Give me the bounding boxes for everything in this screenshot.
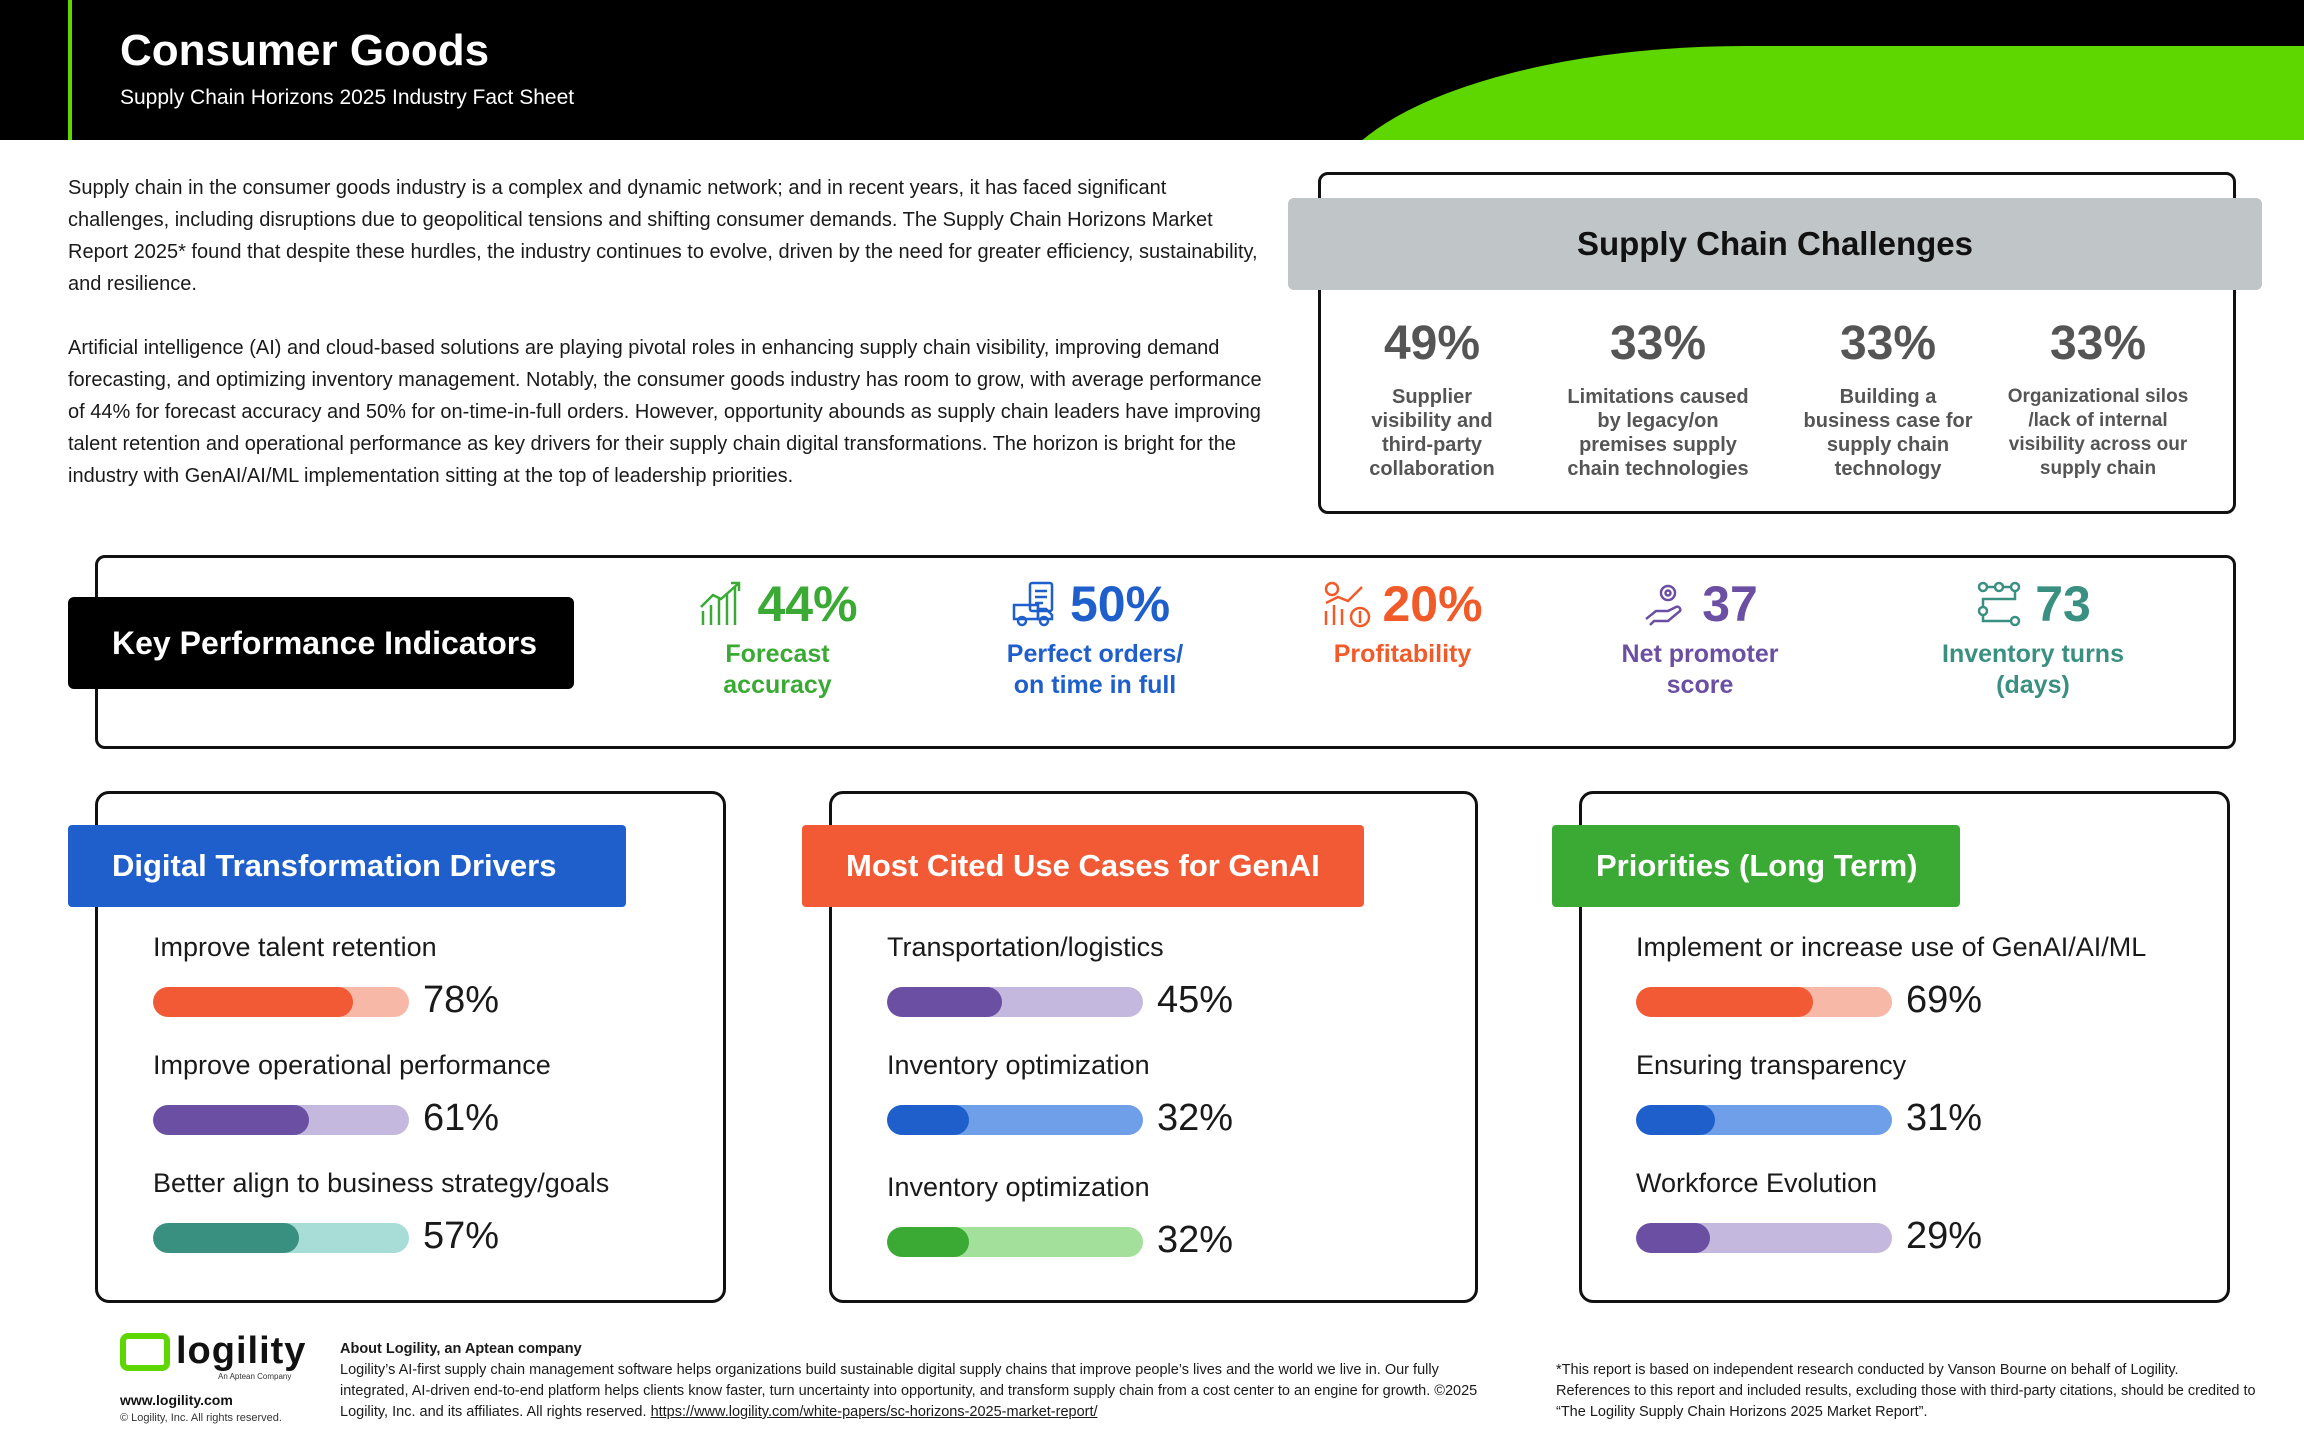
logility-logo: logility <box>120 1330 306 1373</box>
kpi-label: Profitability <box>1333 640 1472 668</box>
delivery-truck-checklist-icon <box>1012 581 1054 627</box>
intro-paragraph-1: Supply chain in the consumer goods indus… <box>68 177 1258 295</box>
priorities-panel <box>1579 791 2230 1303</box>
challenges-box <box>1318 172 2236 514</box>
bar-label: Improve talent retention <box>153 932 437 962</box>
challenge-item: 33% Organizational silos /lack of intern… <box>1998 316 2198 481</box>
bar-fill <box>887 1105 969 1135</box>
bar-fill <box>153 987 353 1017</box>
bar-percent: 32% <box>1157 1097 1234 1139</box>
kpi-value: 73 <box>2035 576 2091 632</box>
kpi-value: 50% <box>1069 576 1171 632</box>
hand-gear-icon <box>1645 584 1682 626</box>
bar-label: Workforce Evolution <box>1636 1168 1878 1198</box>
intro-paragraph-2: Artificial intelligence (AI) and cloud-b… <box>68 337 1262 487</box>
bar-fill <box>1636 1223 1710 1253</box>
challenge-label: Building a business case for supply chai… <box>1803 386 1973 480</box>
bar-percent: 31% <box>1906 1097 1983 1139</box>
challenge-percent: 33% <box>2049 317 2147 370</box>
about-body: Logility’s AI-first supply chain managem… <box>340 1362 1478 1420</box>
challenge-label: Supplier visibility and third-party coll… <box>1369 386 1495 480</box>
kpi-value: 37 <box>1702 576 1758 632</box>
challenge-item: 33% Limitations caused by legacy/on prem… <box>1558 316 1758 481</box>
bar-fill <box>153 1105 309 1135</box>
bar-track <box>1636 1105 1892 1135</box>
challenge-label: Organizational silos /lack of internal v… <box>2007 386 2189 479</box>
kpi-label: Inventory turns (days) <box>1942 640 2124 699</box>
bar-fill <box>1636 1105 1715 1135</box>
workflow-nodes-icon <box>1977 581 2021 627</box>
bar-fill <box>887 987 1002 1017</box>
kpi-label: Forecast accuracy <box>723 640 832 699</box>
bar-label: Transportation/logistics <box>887 932 1164 962</box>
kpi-label: Perfect orders/ on time in full <box>1006 640 1184 699</box>
challenge-percent: 33% <box>1839 317 1937 370</box>
profit-growth-icon <box>1325 581 1371 628</box>
logo-subtext: An Aptean Company <box>218 1372 292 1381</box>
report-link[interactable]: https://www.logility.com/white-papers/sc… <box>650 1404 1098 1420</box>
kpi-inventory-turns: 73 Inventory turns (days) <box>1928 575 2138 701</box>
drivers-title: Digital Transformation Drivers <box>68 825 626 907</box>
challenges-title: Supply Chain Challenges <box>1288 198 2262 290</box>
genai-panel <box>829 791 1478 1303</box>
page-title: Consumer Goods <box>120 26 490 75</box>
header-banner: Consumer Goods Supply Chain Horizons 202… <box>0 0 2304 140</box>
bar-label: Ensuring transparency <box>1636 1050 1907 1080</box>
header-accent-line <box>68 0 72 140</box>
kpi-perfect-orders: 50% Perfect orders/ on time in full <box>995 575 1185 701</box>
footer-website: www.logility.com <box>120 1392 233 1408</box>
genai-title: Most Cited Use Cases for GenAI <box>802 825 1364 907</box>
bar-chart-growth-icon <box>700 581 741 625</box>
bar-percent: 29% <box>1906 1215 1983 1257</box>
bar-label: Better align to business strategy/goals <box>153 1168 610 1198</box>
bar-percent: 61% <box>423 1097 500 1139</box>
kpi-value: 44% <box>757 576 858 632</box>
bar-percent: 32% <box>1157 1219 1234 1261</box>
priorities-title: Priorities (Long Term) <box>1552 825 1960 907</box>
bar-percent: 45% <box>1157 979 1234 1021</box>
kpi-profitability: 20% Profitability <box>1320 575 1485 670</box>
bar-track <box>1636 1223 1892 1253</box>
bar-label: Inventory optimization <box>887 1172 1150 1202</box>
logo-text: logility <box>176 1330 307 1372</box>
drivers-panel <box>95 791 726 1303</box>
kpi-forecast-accuracy: 44% Forecast accuracy <box>690 575 865 701</box>
bar-label: Implement or increase use of GenAI/AI/ML <box>1636 932 2147 962</box>
challenge-item: 49% Supplier visibility and third-party … <box>1332 316 1532 481</box>
kpi-label: Net promoter score <box>1621 640 1779 699</box>
bar-track <box>887 1105 1143 1135</box>
bar-label: Improve operational performance <box>153 1050 551 1080</box>
about-body-wrap: Logility’s AI-first supply chain managem… <box>340 1360 1490 1423</box>
about-section: About Logility, an Aptean company Logili… <box>340 1339 1490 1423</box>
logo-mark-icon <box>120 1332 170 1371</box>
bar-track <box>1636 987 1892 1017</box>
intro-text: Supply chain in the consumer goods indus… <box>68 172 1268 524</box>
research-note: *This report is based on independent res… <box>1556 1362 2256 1420</box>
bar-track <box>153 1105 409 1135</box>
bar-fill <box>887 1227 969 1257</box>
challenge-item: 33% Building a business case for supply … <box>1788 316 1988 481</box>
footer-copyright: © Logility, Inc. All rights reserved. <box>120 1412 282 1424</box>
bar-track <box>153 987 409 1017</box>
bar-track <box>887 987 1143 1017</box>
bar-label: Inventory optimization <box>887 1050 1150 1080</box>
bar-percent: 69% <box>1906 979 1983 1021</box>
about-heading: About Logility, an Aptean company <box>340 1341 582 1357</box>
challenge-percent: 33% <box>1609 317 1707 370</box>
bar-track <box>887 1227 1143 1257</box>
bar-track <box>153 1223 409 1253</box>
kpi-title: Key Performance Indicators <box>68 597 574 689</box>
bar-percent: 78% <box>423 979 500 1021</box>
kpi-net-promoter-score: 37 Net promoter score <box>1610 575 1790 701</box>
bar-fill <box>153 1223 299 1253</box>
bar-fill <box>1636 987 1813 1017</box>
bar-percent: 57% <box>423 1215 500 1257</box>
kpi-value: 20% <box>1382 576 1483 632</box>
challenge-percent: 49% <box>1383 317 1481 370</box>
challenge-label: Limitations caused by legacy/on premises… <box>1567 386 1749 480</box>
header-green-shape <box>1325 46 2304 140</box>
page-subtitle: Supply Chain Horizons 2025 Industry Fact… <box>120 86 575 109</box>
